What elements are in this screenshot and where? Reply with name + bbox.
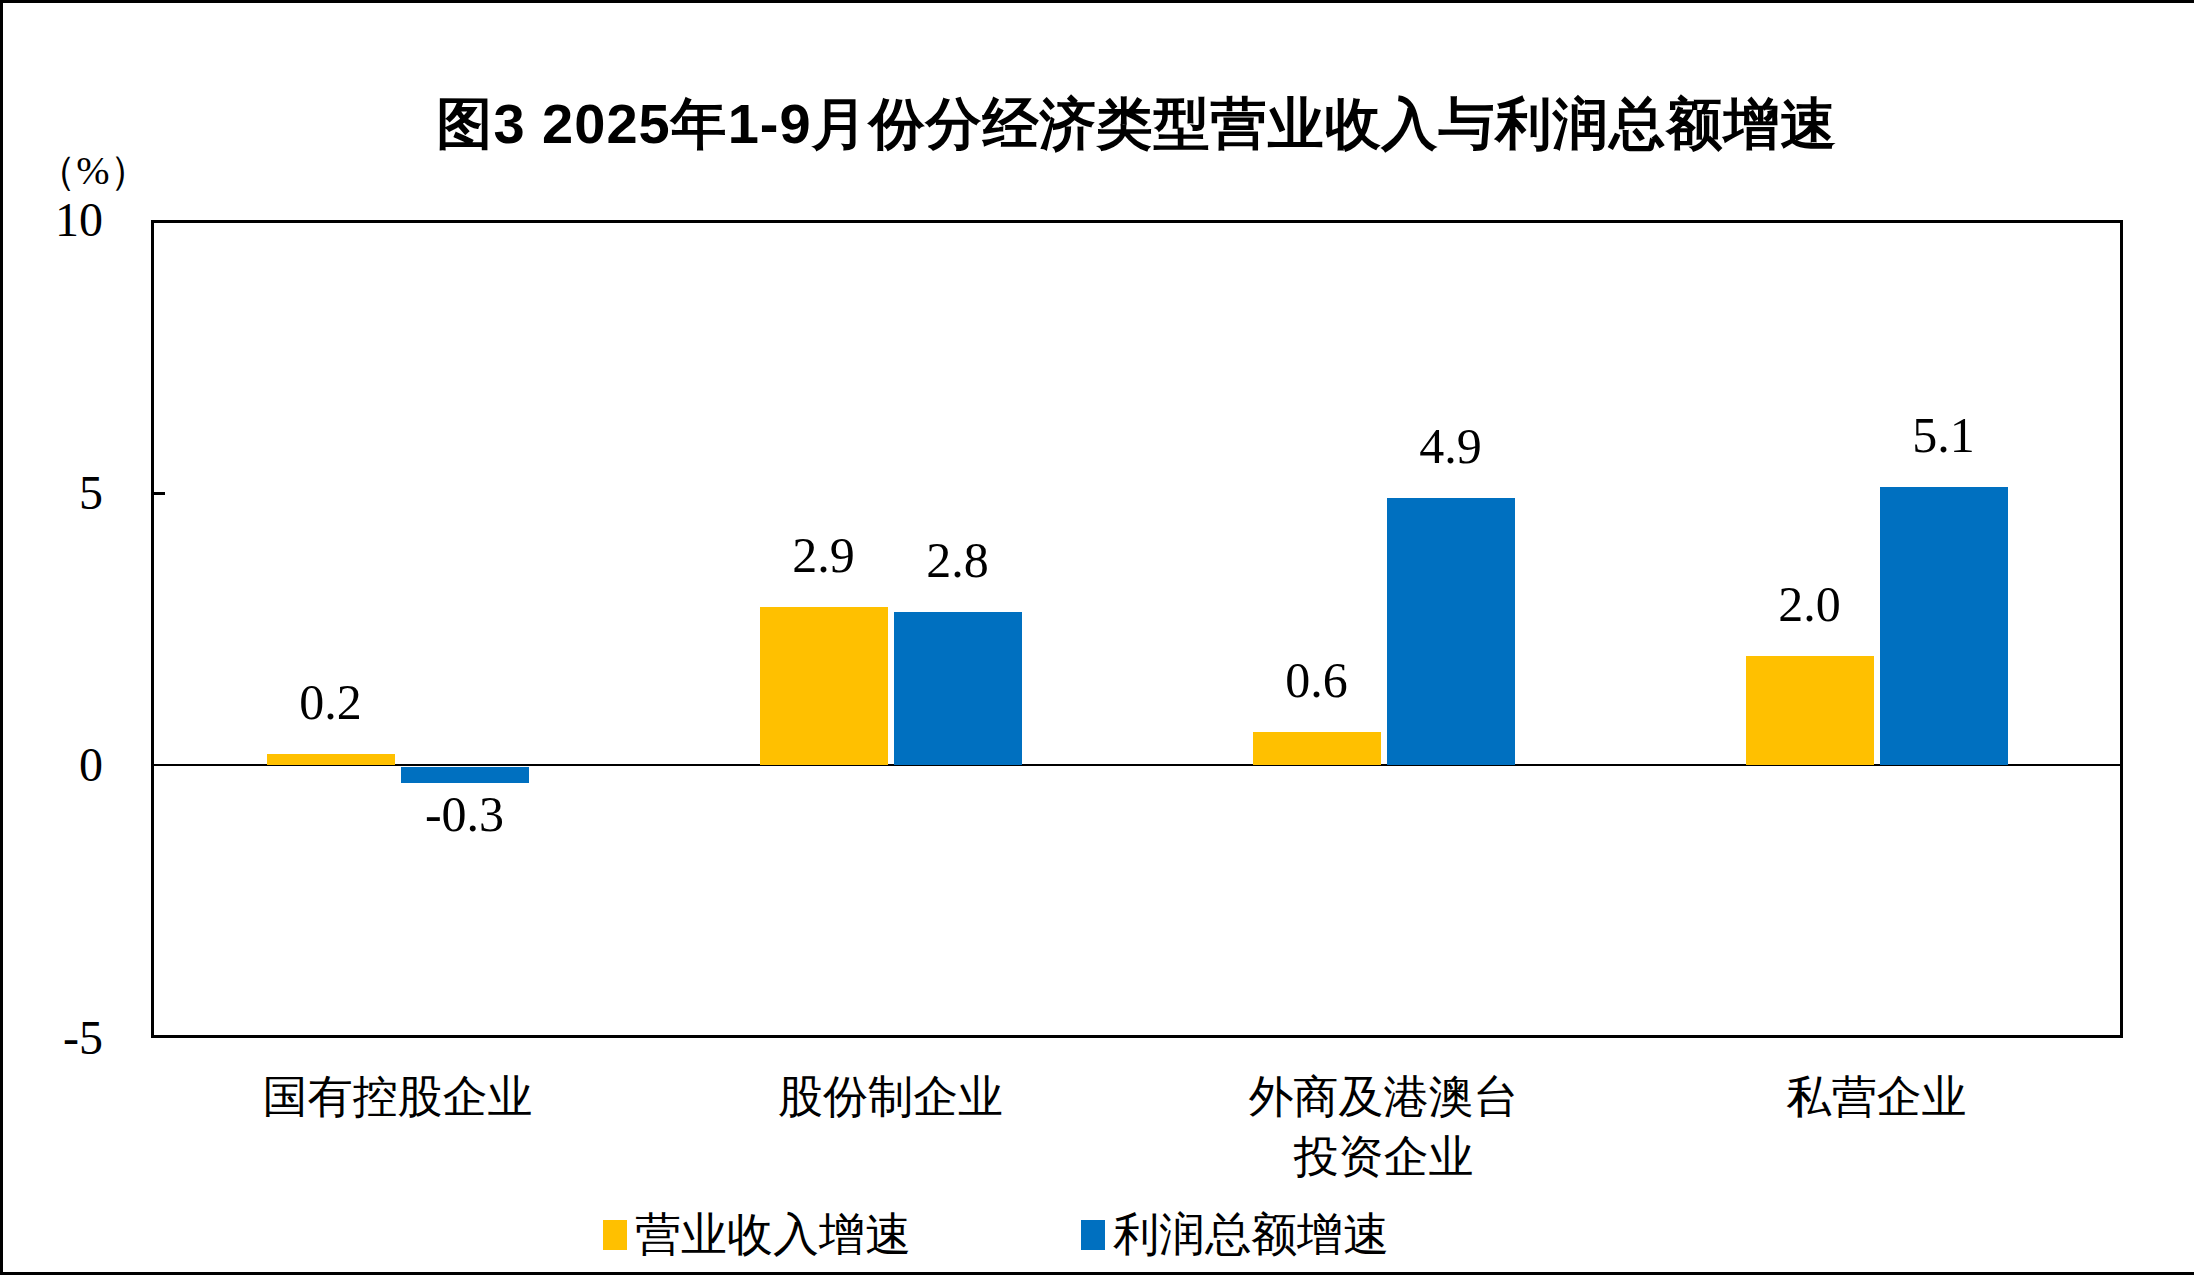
legend-label: 利润总额增速 (1113, 1205, 1389, 1265)
legend-swatch (1081, 1220, 1105, 1250)
category-label: 私营企业 (1630, 1067, 2123, 1127)
bar-series1-cat1 (267, 754, 395, 765)
legend-item: 营业收入增速 (603, 1205, 911, 1265)
category-label: 股份制企业 (644, 1067, 1137, 1127)
bar-series1-cat3 (1253, 732, 1381, 765)
legend-label: 营业收入增速 (635, 1205, 911, 1265)
legend-swatch (603, 1220, 627, 1250)
figure-3-bar-chart: 图3 2025年1-9月份分经济类型营业收入与利润总额增速 （%） 10 5 0 -5… (0, 0, 2194, 1275)
category-label: 外商及港澳台 投资企业 (1137, 1067, 1630, 1187)
bar-value-label: 5.1 (1834, 406, 2054, 464)
bar-value-label: 0.2 (221, 673, 441, 731)
y-tick-label: 0 (3, 737, 103, 793)
bar-value-label: 2.8 (848, 531, 1068, 589)
bar-series2-cat1 (401, 767, 529, 783)
legend-item: 利润总额增速 (1081, 1205, 1389, 1265)
bar-series2-cat3 (1387, 498, 1515, 765)
chart-title: 图3 2025年1-9月份分经济类型营业收入与利润总额增速 (151, 87, 2123, 163)
category-label: 国有控股企业 (151, 1067, 644, 1127)
y-tick-label: 10 (3, 192, 103, 248)
bar-series2-cat2 (894, 612, 1022, 765)
bar-value-label: 4.9 (1341, 417, 1561, 475)
bar-value-label: -0.3 (355, 785, 575, 843)
bar-series1-cat2 (760, 607, 888, 765)
y-tick-label: 5 (3, 465, 103, 521)
bar-series2-cat4 (1880, 487, 2008, 765)
y-axis-unit-label: （%） (33, 143, 153, 198)
y-tick-label: -5 (3, 1010, 103, 1066)
y-tick-mark (151, 492, 165, 495)
bar-series1-cat4 (1746, 656, 1874, 765)
